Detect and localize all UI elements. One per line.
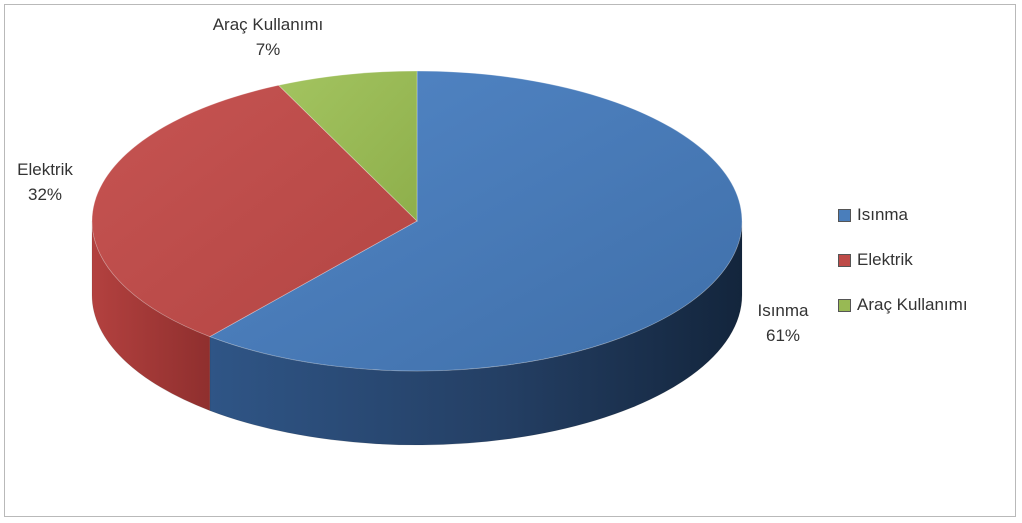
pie-tops (91, 70, 743, 372)
legend-item-isinma: Isınma (838, 203, 968, 227)
pie-slice-arac-kullanimi (277, 70, 418, 222)
data-label-value-arac-kullanimi: 7% (256, 40, 281, 59)
data-label-name-arac-kullanimi: Araç Kullanımı (213, 15, 324, 34)
data-label-value-elektrik: 32% (28, 185, 62, 204)
legend-item-elektrik: Elektrik (838, 248, 968, 272)
legend-label-arac-kullanimi: Araç Kullanımı (857, 295, 968, 314)
legend-label-elektrik: Elektrik (857, 250, 913, 269)
data-label-name-elektrik: Elektrik (17, 160, 73, 179)
data-label-name-isinma: Isınma (757, 301, 809, 320)
legend-item-arac-kullanimi: Araç Kullanımı (838, 293, 968, 317)
pie-labels: Isınma 61% Elektrik 32% Araç Kullanımı 7% (17, 15, 809, 345)
legend-swatch-elektrik (838, 253, 851, 267)
legend-swatch-arac-kullanimi (838, 298, 851, 312)
chart-legend: Isınma Elektrik Araç Kullanımı (838, 203, 968, 338)
pie-slice-elektrik (91, 84, 418, 338)
legend-swatch-isinma (838, 208, 851, 222)
legend-label-isinma: Isınma (857, 205, 909, 224)
data-label-value-isinma: 61% (766, 326, 800, 345)
pie-slice-isinma (208, 70, 743, 372)
